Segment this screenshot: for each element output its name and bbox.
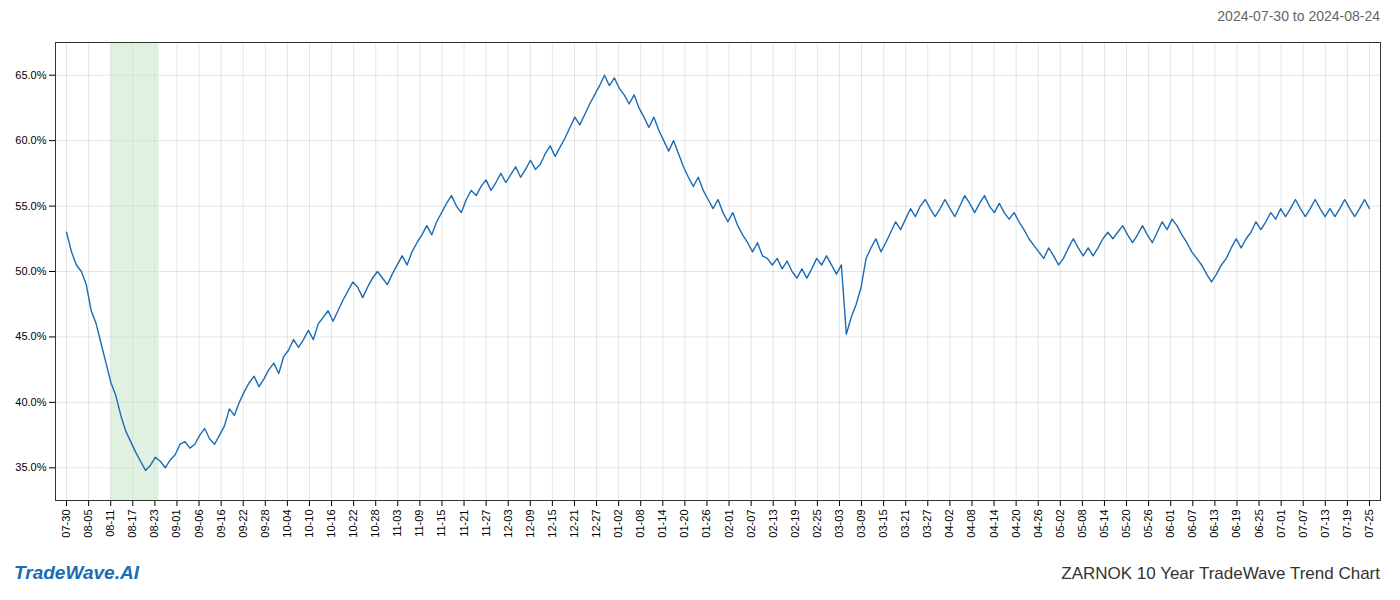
- svg-text:09-16: 09-16: [215, 510, 227, 538]
- svg-text:05-14: 05-14: [1098, 510, 1110, 538]
- svg-text:06-01: 06-01: [1164, 510, 1176, 538]
- svg-text:12-15: 12-15: [546, 510, 558, 538]
- svg-text:09-01: 09-01: [170, 510, 182, 538]
- svg-text:08-17: 08-17: [126, 510, 138, 538]
- svg-text:08-05: 08-05: [82, 510, 94, 538]
- svg-text:07-01: 07-01: [1275, 510, 1287, 538]
- html-text:TradeWave.AI: TradeWave.AI: [14, 562, 139, 583]
- svg-text:01-20: 01-20: [678, 510, 690, 538]
- svg-text:07-19: 07-19: [1341, 510, 1353, 538]
- svg-text:04-20: 04-20: [1010, 510, 1022, 538]
- svg-text:03-21: 03-21: [899, 510, 911, 538]
- svg-text:03-15: 03-15: [877, 510, 889, 538]
- svg-text:07-07: 07-07: [1297, 510, 1309, 538]
- svg-text:06-07: 06-07: [1186, 510, 1198, 538]
- svg-text:01-26: 01-26: [700, 510, 712, 538]
- svg-text:60.0%: 60.0%: [15, 134, 46, 146]
- svg-text:45.0%: 45.0%: [15, 330, 46, 342]
- svg-text:03-09: 03-09: [855, 510, 867, 538]
- svg-text:35.0%: 35.0%: [15, 461, 46, 473]
- svg-text:02-13: 02-13: [767, 510, 779, 538]
- svg-text:05-26: 05-26: [1142, 510, 1154, 538]
- svg-text:02-07: 02-07: [745, 510, 757, 538]
- svg-text:55.0%: 55.0%: [15, 200, 46, 212]
- svg-text:11-09: 11-09: [413, 510, 425, 537]
- svg-text:11-03: 11-03: [391, 510, 403, 537]
- svg-text:12-21: 12-21: [568, 510, 580, 538]
- svg-text:05-20: 05-20: [1120, 510, 1132, 538]
- svg-text:02-01: 02-01: [723, 510, 735, 538]
- svg-text:09-28: 09-28: [259, 510, 271, 538]
- svg-text:65.0%: 65.0%: [15, 69, 46, 81]
- svg-text:06-13: 06-13: [1208, 510, 1220, 538]
- svg-text:04-02: 04-02: [943, 510, 955, 538]
- svg-text:09-22: 09-22: [237, 510, 249, 538]
- svg-text:10-16: 10-16: [325, 510, 337, 538]
- svg-text:06-25: 06-25: [1253, 510, 1265, 538]
- svg-text:04-14: 04-14: [988, 510, 1000, 538]
- svg-text:08-11: 08-11: [104, 510, 116, 537]
- svg-text:12-09: 12-09: [524, 510, 536, 538]
- svg-text:10-28: 10-28: [369, 510, 381, 538]
- svg-text:02-25: 02-25: [811, 510, 823, 538]
- svg-text:03-03: 03-03: [833, 510, 845, 538]
- svg-text:03-27: 03-27: [921, 510, 933, 538]
- svg-text:09-06: 09-06: [193, 510, 205, 538]
- svg-text:11-27: 11-27: [480, 510, 492, 537]
- svg-text:01-14: 01-14: [656, 510, 668, 538]
- html-text:2024-07-30 to 2024-08-24: 2024-07-30 to 2024-08-24: [1217, 8, 1380, 24]
- svg-text:11-15: 11-15: [435, 510, 447, 537]
- svg-text:07-13: 07-13: [1319, 510, 1331, 538]
- svg-text:10-10: 10-10: [303, 510, 315, 538]
- svg-text:10-22: 10-22: [347, 510, 359, 538]
- svg-text:04-08: 04-08: [965, 510, 977, 538]
- svg-text:01-08: 01-08: [634, 510, 646, 538]
- svg-text:06-19: 06-19: [1230, 510, 1242, 538]
- svg-text:01-02: 01-02: [612, 510, 624, 538]
- svg-text:05-08: 05-08: [1076, 510, 1088, 538]
- svg-text:08-23: 08-23: [148, 510, 160, 538]
- svg-text:05-02: 05-02: [1054, 510, 1066, 538]
- html-text:ZARNOK 10 Year TradeWave Trend: ZARNOK 10 Year TradeWave Trend Chart: [1061, 564, 1380, 583]
- svg-text:07-25: 07-25: [1363, 510, 1375, 538]
- svg-text:12-03: 12-03: [502, 510, 514, 538]
- svg-text:50.0%: 50.0%: [15, 265, 46, 277]
- svg-text:40.0%: 40.0%: [15, 396, 46, 408]
- svg-text:07-30: 07-30: [60, 510, 72, 538]
- svg-text:11-21: 11-21: [458, 510, 470, 537]
- svg-text:02-19: 02-19: [789, 510, 801, 538]
- svg-text:10-04: 10-04: [281, 510, 293, 538]
- svg-text:04-26: 04-26: [1032, 510, 1044, 538]
- svg-text:12-27: 12-27: [590, 510, 602, 538]
